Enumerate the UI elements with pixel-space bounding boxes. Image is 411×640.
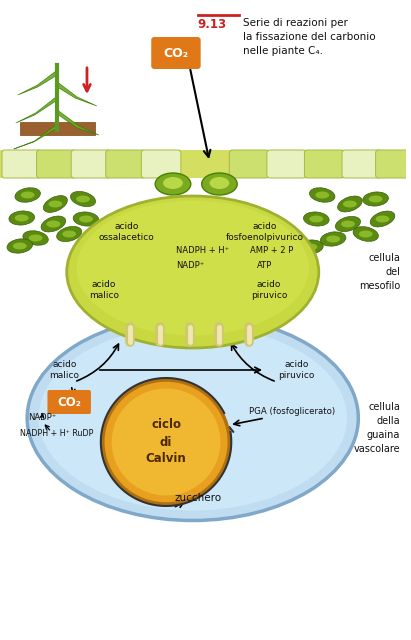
- Ellipse shape: [369, 195, 383, 202]
- Ellipse shape: [343, 200, 357, 207]
- Ellipse shape: [359, 230, 373, 237]
- Ellipse shape: [39, 326, 347, 511]
- Ellipse shape: [370, 211, 395, 227]
- Text: 9.13: 9.13: [198, 18, 227, 31]
- Text: acido
malico: acido malico: [89, 280, 119, 300]
- Ellipse shape: [320, 232, 346, 246]
- Text: NADPH + H⁺: NADPH + H⁺: [176, 246, 229, 255]
- Ellipse shape: [15, 188, 40, 202]
- FancyBboxPatch shape: [141, 150, 181, 178]
- Ellipse shape: [23, 231, 48, 245]
- Text: NADP⁺: NADP⁺: [28, 413, 56, 422]
- FancyBboxPatch shape: [267, 150, 307, 178]
- Text: CO₂: CO₂: [57, 396, 81, 408]
- Ellipse shape: [46, 221, 60, 227]
- Text: Serie di reazioni per
la fissazione del carbonio
nelle piante C₄.: Serie di reazioni per la fissazione del …: [243, 18, 376, 56]
- Text: NADP⁺: NADP⁺: [176, 260, 204, 269]
- Ellipse shape: [210, 177, 229, 189]
- Ellipse shape: [76, 200, 309, 335]
- Ellipse shape: [7, 239, 32, 253]
- FancyBboxPatch shape: [2, 150, 42, 178]
- Ellipse shape: [76, 195, 90, 202]
- Text: ciclo
di
Calvin: ciclo di Calvin: [145, 419, 187, 465]
- Ellipse shape: [21, 191, 35, 198]
- Text: acido
ossalacetico: acido ossalacetico: [99, 222, 155, 242]
- Ellipse shape: [376, 216, 390, 223]
- Polygon shape: [57, 82, 97, 106]
- Ellipse shape: [43, 196, 67, 212]
- Ellipse shape: [79, 216, 93, 223]
- Ellipse shape: [315, 191, 329, 198]
- Text: PGA (fosfoglicerato): PGA (fosfoglicerato): [249, 408, 335, 417]
- FancyBboxPatch shape: [342, 150, 381, 178]
- Text: zucchero: zucchero: [174, 493, 221, 503]
- Polygon shape: [18, 70, 57, 95]
- Ellipse shape: [303, 243, 317, 250]
- Ellipse shape: [202, 173, 237, 195]
- Polygon shape: [14, 124, 57, 149]
- Polygon shape: [20, 122, 95, 135]
- FancyBboxPatch shape: [37, 150, 76, 178]
- Text: NADPH + H⁺ RuDP: NADPH + H⁺ RuDP: [20, 429, 93, 438]
- FancyBboxPatch shape: [305, 150, 344, 178]
- Text: cellula
della
guaina
vascolare: cellula della guaina vascolare: [354, 402, 400, 454]
- Ellipse shape: [363, 192, 388, 206]
- Ellipse shape: [309, 188, 335, 202]
- Text: acido
piruvico: acido piruvico: [251, 280, 287, 300]
- Ellipse shape: [48, 200, 62, 207]
- Ellipse shape: [57, 227, 82, 241]
- Text: CO₂: CO₂: [164, 47, 189, 60]
- Ellipse shape: [309, 216, 323, 223]
- Ellipse shape: [341, 221, 355, 227]
- FancyBboxPatch shape: [47, 390, 91, 414]
- Ellipse shape: [15, 214, 29, 221]
- FancyBboxPatch shape: [71, 150, 111, 178]
- Ellipse shape: [112, 388, 220, 495]
- Ellipse shape: [103, 380, 229, 504]
- Ellipse shape: [27, 316, 358, 520]
- Text: acido
piruvico: acido piruvico: [278, 360, 315, 380]
- Text: cellula
del
mesofilo: cellula del mesofilo: [359, 253, 400, 291]
- Text: ATP: ATP: [257, 260, 272, 269]
- Ellipse shape: [326, 236, 340, 243]
- Ellipse shape: [353, 227, 379, 241]
- Ellipse shape: [298, 240, 323, 254]
- FancyBboxPatch shape: [106, 150, 145, 178]
- Ellipse shape: [9, 211, 35, 225]
- FancyBboxPatch shape: [229, 150, 269, 178]
- Ellipse shape: [13, 243, 27, 250]
- Ellipse shape: [67, 196, 319, 348]
- Ellipse shape: [337, 196, 362, 212]
- Ellipse shape: [163, 177, 183, 189]
- Polygon shape: [16, 96, 57, 123]
- Ellipse shape: [303, 212, 329, 226]
- Ellipse shape: [29, 234, 42, 241]
- Ellipse shape: [41, 216, 66, 232]
- Ellipse shape: [335, 216, 360, 232]
- Ellipse shape: [71, 191, 96, 207]
- Polygon shape: [57, 110, 99, 135]
- FancyBboxPatch shape: [151, 37, 201, 69]
- Ellipse shape: [155, 173, 191, 195]
- Ellipse shape: [73, 212, 99, 226]
- FancyBboxPatch shape: [376, 150, 411, 178]
- Ellipse shape: [62, 230, 76, 237]
- Text: acido
malico: acido malico: [49, 360, 79, 380]
- Text: acido
fosfoenolpivurico: acido fosfoenolpivurico: [226, 222, 304, 242]
- Text: AMP + 2 P: AMP + 2 P: [250, 246, 293, 255]
- FancyBboxPatch shape: [0, 150, 406, 178]
